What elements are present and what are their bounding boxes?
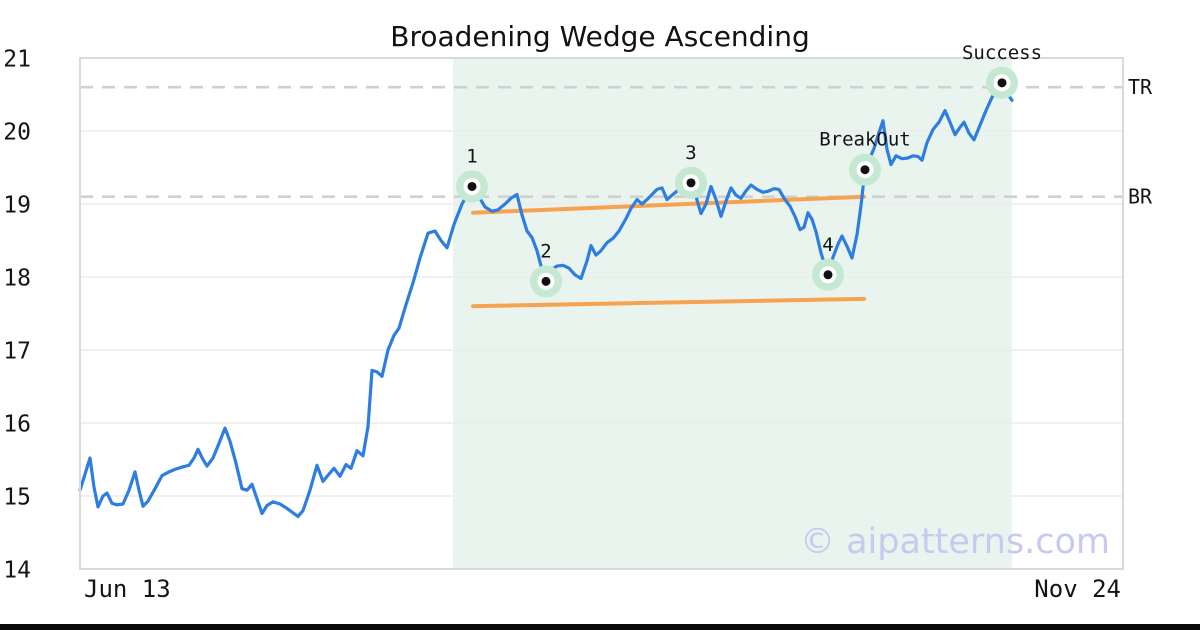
- x-axis-label-end: Nov 24: [1034, 575, 1121, 603]
- y-axis-tick: 18: [3, 266, 31, 292]
- watermark: © aipatterns.com: [799, 522, 1110, 562]
- marker-label-2: 2: [540, 240, 551, 262]
- marker-dot-1: [467, 181, 477, 191]
- marker-label-1: 1: [466, 145, 477, 167]
- level-label-tr: TR: [1128, 75, 1153, 99]
- marker-dot-2: [541, 276, 551, 286]
- y-axis-tick: 20: [3, 120, 31, 146]
- marker-dot-4: [823, 270, 833, 280]
- y-axis-tick: 15: [3, 485, 31, 511]
- bottom-bar: [0, 624, 1200, 630]
- marker-label-breakout: BreakOut: [819, 129, 911, 151]
- plot-border: [79, 57, 1124, 570]
- x-axis-label-start: Jun 13: [84, 575, 171, 603]
- marker-label-4: 4: [822, 234, 833, 256]
- marker-label-3: 3: [685, 142, 696, 164]
- upper-trendline: [471, 194, 866, 215]
- pattern-region: [453, 58, 1012, 569]
- level-label-br: BR: [1128, 185, 1153, 209]
- y-axis-tick: 17: [3, 339, 31, 365]
- y-axis-tick: 16: [3, 412, 31, 438]
- lower-trendline: [471, 296, 866, 309]
- marker-dot-3: [686, 178, 696, 188]
- y-axis-tick: 19: [3, 193, 31, 219]
- marker-label-success: Success: [962, 42, 1042, 64]
- y-axis-tick: 21: [3, 47, 31, 73]
- page-title: Broadening Wedge Ascending: [390, 20, 810, 53]
- marker-dot-success: [997, 78, 1007, 88]
- y-axis-tick: 14: [3, 558, 31, 584]
- marker-dot-breakout: [860, 165, 870, 175]
